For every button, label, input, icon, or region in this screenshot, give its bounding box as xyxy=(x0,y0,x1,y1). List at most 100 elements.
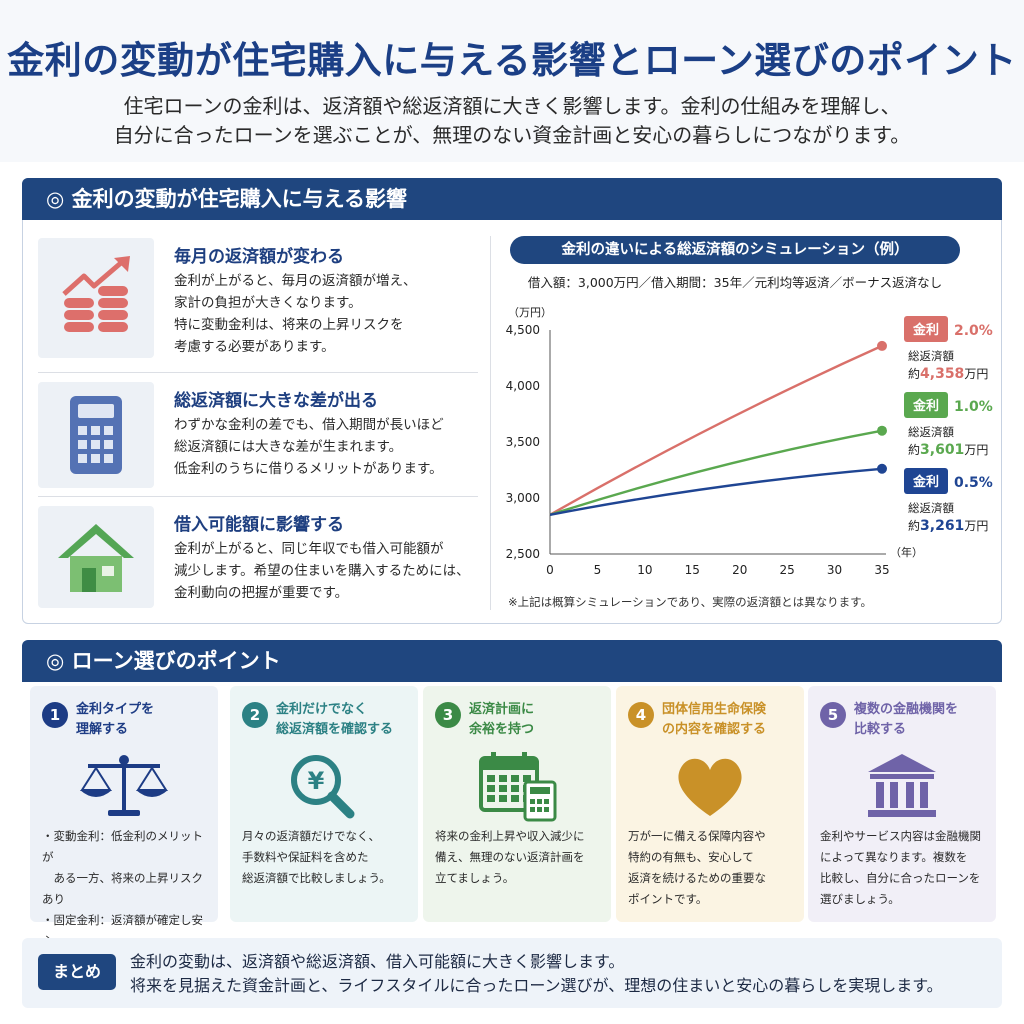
house-icon xyxy=(38,506,154,608)
total-payment-value: 約4,358万円 xyxy=(908,366,988,382)
loan-point-card: 5 複数の金融機関を 比較する 金利やサービス内容は金融機関 によって異なります。複数を… xyxy=(808,686,996,922)
x-axis-unit-label: （年） xyxy=(890,545,923,559)
impact-section-heading: ◎ 金利の変動が住宅購入に与える影響 xyxy=(22,178,1002,220)
card-text-line: 総返済額で比較しましょう。 xyxy=(242,871,391,885)
feature-title: 総返済額に大きな差が出る xyxy=(174,391,378,411)
x-tick-label: 0 xyxy=(546,563,554,577)
loan-point-card: 1 金利タイプを 理解する・変動金利：低金利のメリットが ある一方、将来の上昇リスク… xyxy=(30,686,218,969)
total-amount: 3,601 xyxy=(920,442,964,458)
feature-text-line: 減少します。希望の住まいを購入するためには、 xyxy=(174,563,470,579)
card-text-line: 金利やサービス内容は金融機関 xyxy=(820,829,981,843)
card-title-line: 金利タイプを xyxy=(76,702,155,717)
feature-title: 借入可能額に影響する xyxy=(174,515,344,535)
y-tick-label: 4,500 xyxy=(506,323,540,337)
card-text-line: によって異なります。複数を xyxy=(820,850,968,864)
bank-icon xyxy=(852,750,952,822)
svg-text:¥: ¥ xyxy=(308,767,325,795)
y-tick-label: 3,000 xyxy=(506,491,540,505)
card-text-line: ポイントです。 xyxy=(628,892,708,906)
unit-suffix: 万円 xyxy=(964,367,988,381)
feature-text-line: 総返済額には大きな差が生まれます。 xyxy=(174,439,403,455)
page-title: 金利の変動が住宅購入に与える影響とローン選びのポイント xyxy=(7,39,1017,82)
intro-text: 住宅ローンの金利は、返済額や総返済額に大きく影響します。金利の仕組みを理解し、 … xyxy=(0,92,1024,150)
card-text-line: 立てましょう。 xyxy=(435,871,515,885)
x-tick-label: 25 xyxy=(780,563,795,577)
feature-text-line: 家計の負担が大きくなります。 xyxy=(174,295,362,311)
chart-title: 金利の違いによる総返済額のシミュレーション（例） xyxy=(510,236,960,264)
card-title-line: 団体信用生命保険 xyxy=(662,702,767,717)
total-payment-label: 総返済額 xyxy=(908,425,954,439)
unit-suffix: 万円 xyxy=(964,519,988,533)
calculator-icon xyxy=(38,382,154,488)
intro-line-2: 自分に合ったローンを選ぶことが、無理のない資金計画と安心の暮らしにつながります。 xyxy=(113,123,911,147)
card-text: 万が一に備える保障内容や 特約の有無も、安心して 返済を続けるための重要な ポイントで… xyxy=(628,826,798,910)
balance-scale-icon xyxy=(74,750,174,822)
series-rate-label: 2.0% xyxy=(954,323,993,339)
card-title: 団体信用生命保険 の内容を確認する xyxy=(662,700,798,740)
card-text: 金利やサービス内容は金融機関 によって異なります。複数を 比較し、自分に合ったローン… xyxy=(820,826,990,910)
intro-line-1: 住宅ローンの金利は、返済額や総返済額に大きく影響します。金利の仕組みを理解し、 xyxy=(123,94,901,118)
x-tick-label: 10 xyxy=(637,563,652,577)
feature-text: 金利が上がると、毎月の返済額が増え、 家計の負担が大きくなります。 特に変動金利… xyxy=(174,270,484,358)
total-payment-label: 総返済額 xyxy=(908,349,954,363)
card-title-line: 複数の金融機関を xyxy=(854,702,959,717)
series-end-point xyxy=(877,425,887,436)
card-text: 月々の返済額だけでなく、 手数料や保証料を含めた 総返済額で比較しましょう。 xyxy=(242,826,412,889)
yen-magnifier-icon: ¥ xyxy=(274,750,374,822)
total-payment-value: 約3,261万円 xyxy=(908,518,988,534)
card-text-line: ある一方、将来の上昇リスクあり xyxy=(42,871,203,906)
total-payment-line-chart: 2,500 3,000 3,500 4,000 4,500 （万円） 0 5 10 15 20 25 3… xyxy=(506,306,993,577)
card-number-badge: 1 xyxy=(42,702,68,728)
loan-points-heading: ◎ ローン選びのポイント xyxy=(22,640,1002,682)
card-text-line: 備え、無理のない返済計画を xyxy=(435,850,585,864)
summary-tag: まとめ xyxy=(38,954,116,990)
rate-tag xyxy=(904,468,948,494)
rate-tag xyxy=(904,392,948,418)
rate-tag-label: 金利 xyxy=(912,398,939,414)
feature-divider xyxy=(38,372,478,373)
x-tick-label: 30 xyxy=(827,563,842,577)
loan-point-card: 3 返済計画に余裕を持つ将来の金利上昇や収入減少に 備え、無理のない返済計画を 立てま… xyxy=(423,686,611,922)
feature-text-line: わずかな金利の差でも、借入期間が長いほど xyxy=(174,417,444,433)
summary-box: まとめ 金利の変動は、返済額や総返済額、借入可能額に大きく影響します。 将来を見… xyxy=(22,938,1002,1008)
y-axis-unit-label: （万円） xyxy=(508,306,552,319)
card-number-badge: 4 xyxy=(628,702,654,728)
rate-tag-label: 金利 xyxy=(912,322,939,338)
unit-suffix: 万円 xyxy=(964,443,988,457)
feature-borrowing-capacity: 借入可能額に影響する 金利が上がると、同じ年収でも借入可能額が 減少します。希望… xyxy=(38,506,476,626)
loan-point-card: 4 団体信用生命保険 の内容を確認する万が一に備える保障内容や 特約の有無も、安心して… xyxy=(616,686,804,922)
section-vertical-divider xyxy=(490,236,491,610)
series-end-point xyxy=(877,463,887,474)
card-text-line: 将来の金利上昇や収入減少に xyxy=(435,829,585,843)
series-rate-label: 0.5% xyxy=(954,475,993,491)
series-line xyxy=(549,344,883,516)
card-text: ・変動金利：低金利のメリットが ある一方、将来の上昇リスクあり ・固定金利：返済額… xyxy=(42,826,212,973)
feature-text-line: 考慮する必要があります。 xyxy=(174,339,335,355)
card-title: 複数の金融機関を 比較する xyxy=(854,700,990,740)
card-title: 返済計画に余裕を持つ xyxy=(469,700,605,740)
series-line xyxy=(549,467,883,516)
card-title-line: 総返済額を確認する xyxy=(276,722,394,737)
feature-total-payment: 総返済額に大きな差が出る わずかな金利の差でも、借入期間が長いほど 総返済額には… xyxy=(38,382,476,502)
card-text-line: ・変動金利：低金利のメリットが xyxy=(42,829,203,864)
x-tick-label: 5 xyxy=(594,563,602,577)
card-text: 将来の金利上昇や収入減少に 備え、無理のない返済計画を 立てましょう。 xyxy=(435,826,605,889)
card-title-line: 返済計画に xyxy=(469,702,535,717)
total-payment-label: 総返済額 xyxy=(908,501,954,515)
loan-point-card: 2 金利だけでなく 総返済額を確認する ¥ 月々の返済額だけでなく、 手数料や保証料を含め… xyxy=(230,686,418,922)
y-tick-label: 3,500 xyxy=(506,435,540,449)
total-payment-value: 約3,601万円 xyxy=(908,442,988,458)
feature-text: わずかな金利の差でも、借入期間が長いほど 総返済額には大きな差が生まれます。 低… xyxy=(174,414,484,480)
chart-note: ※上記は概算シミュレーションであり、実際の返済額とは異なります。 xyxy=(508,595,872,609)
card-number-badge: 2 xyxy=(242,702,268,728)
total-amount: 4,358 xyxy=(920,366,964,382)
card-text-line: 選びましょう。 xyxy=(820,892,900,906)
calendar-calculator-icon xyxy=(467,750,567,822)
card-number-badge: 3 xyxy=(435,702,461,728)
feature-text-line: 低金利のうちに借りるメリットがあります。 xyxy=(174,461,443,477)
y-tick-label: 4,000 xyxy=(506,379,540,393)
card-title-line: 余裕を持つ xyxy=(469,722,535,737)
card-text-line: 返済を続けるための重要な xyxy=(628,871,766,885)
card-title: 金利タイプを 理解する xyxy=(76,700,212,740)
feature-text-line: 金利が上がると、毎月の返済額が増え、 xyxy=(174,273,417,289)
